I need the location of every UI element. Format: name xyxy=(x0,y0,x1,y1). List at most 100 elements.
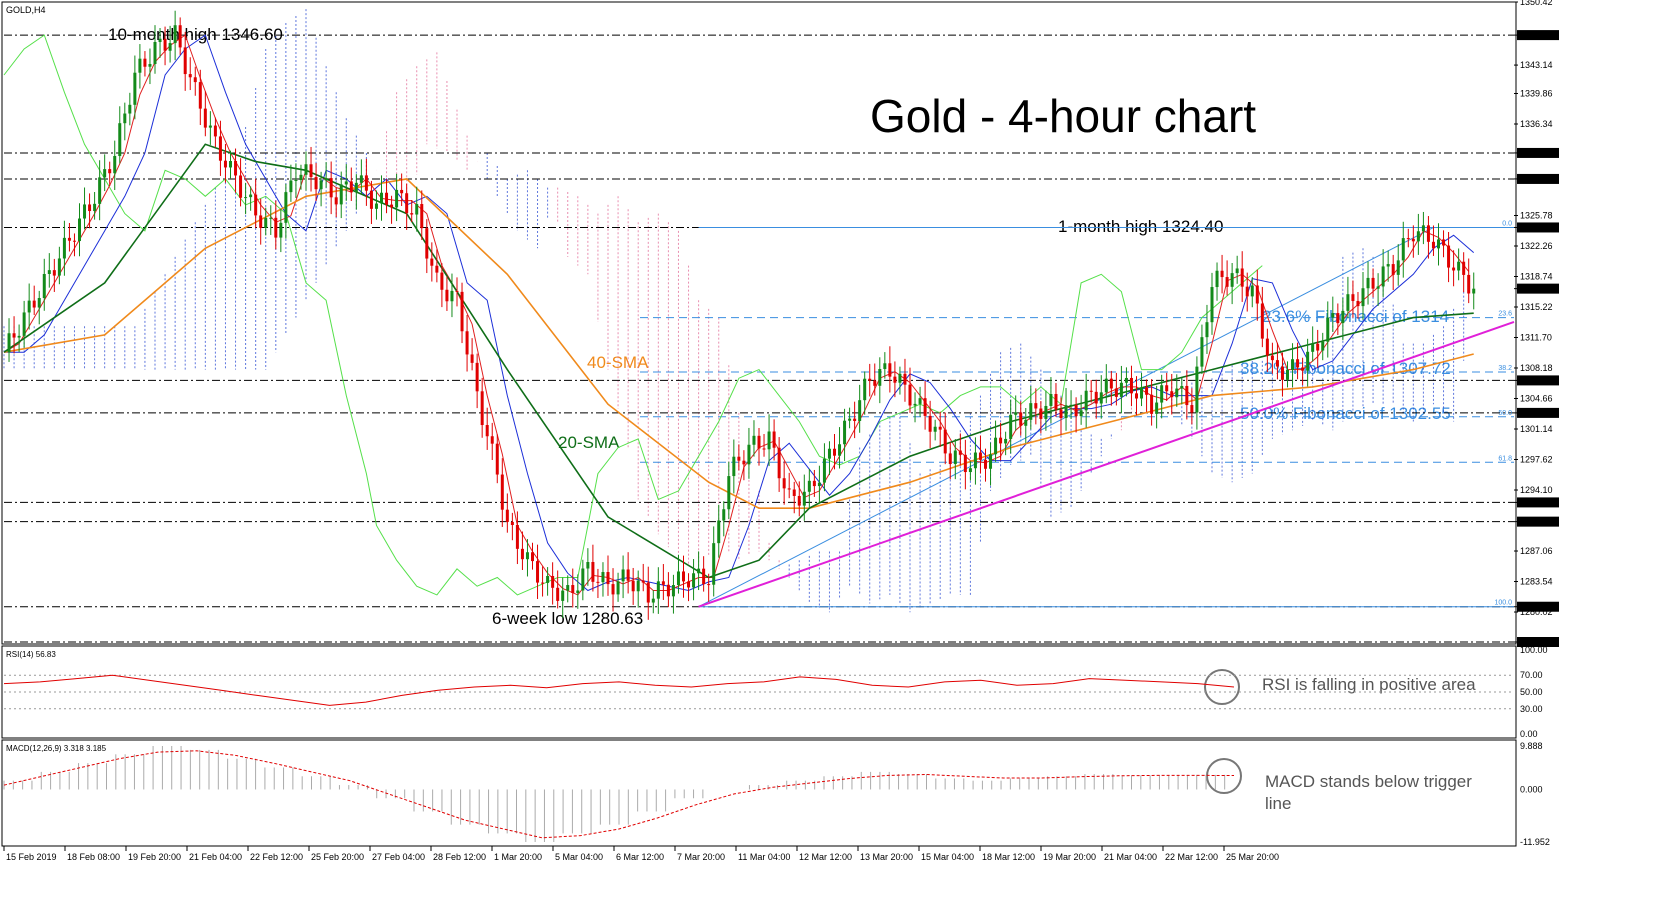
candle-body xyxy=(958,450,962,455)
candle-body xyxy=(591,562,595,582)
candle-body xyxy=(1401,238,1405,261)
candle-body xyxy=(1341,310,1345,324)
candle-body xyxy=(1426,225,1430,242)
price-tick-highlight xyxy=(1517,497,1559,508)
date-tick-label: 25 Mar 20:00 xyxy=(1226,852,1279,862)
candle-body xyxy=(334,197,338,205)
candle-body xyxy=(183,47,187,75)
candle-body xyxy=(878,369,882,386)
candle-body xyxy=(581,568,585,591)
price-tick-label: 1336.34 xyxy=(1520,119,1553,129)
price-tick-label: 1318.74 xyxy=(1520,272,1553,282)
candle-body xyxy=(858,400,862,422)
candle-body xyxy=(762,448,766,450)
candle-body xyxy=(435,265,439,273)
candle-body xyxy=(767,431,771,450)
candle-body xyxy=(1301,367,1305,371)
date-axis: 15 Feb 2019 18 Feb 08:00 19 Feb 20:00 21 Fe… xyxy=(3,846,1279,862)
candle-body xyxy=(1411,238,1415,242)
candle-body xyxy=(938,426,942,430)
candle-body xyxy=(571,585,575,594)
price-tick-label: 1339.86 xyxy=(1520,89,1553,99)
macd-tick-label: -11.952 xyxy=(1520,837,1550,847)
candle-body xyxy=(651,598,655,603)
candle-body xyxy=(1230,273,1234,287)
price-tick-highlight xyxy=(1517,407,1559,418)
candle-body xyxy=(777,447,781,479)
candle-body xyxy=(797,495,801,506)
candle-body xyxy=(304,164,308,175)
candle-body xyxy=(415,204,419,215)
candle-body xyxy=(656,581,660,599)
window-title: GOLD,H4 xyxy=(6,5,46,15)
candle-body xyxy=(616,581,620,595)
candle-body xyxy=(888,363,892,377)
date-tick-label: 21 Mar 04:00 xyxy=(1104,852,1157,862)
candle-body xyxy=(274,217,278,238)
candle-body xyxy=(1406,238,1410,240)
candle-body xyxy=(1039,408,1043,419)
candle-body xyxy=(802,491,806,506)
candle-body xyxy=(12,333,16,338)
candle-body xyxy=(1462,261,1466,275)
candle-body xyxy=(188,74,192,78)
candle-body xyxy=(1326,317,1330,342)
candle-body xyxy=(1195,366,1199,413)
candle-body xyxy=(541,582,545,584)
candle-body xyxy=(500,474,504,510)
candle-body xyxy=(772,431,776,448)
candle-body xyxy=(903,373,907,385)
date-tick-label: 6 Mar 12:00 xyxy=(616,852,664,862)
candle-body xyxy=(1467,274,1471,294)
rsi-tick-label: 30.00 xyxy=(1520,704,1543,714)
price-tick-highlight xyxy=(1517,30,1559,41)
price-tick-label: 1280.63 xyxy=(1520,602,1553,612)
candle-body xyxy=(1245,286,1249,297)
candle-body xyxy=(37,298,41,308)
ichimoku-cloud xyxy=(3,9,1465,613)
candle-body xyxy=(1180,385,1184,389)
candle-body xyxy=(989,454,993,469)
price-tick-label: 1311.70 xyxy=(1520,333,1552,343)
candle-body xyxy=(853,418,857,422)
date-tick-label: 12 Mar 12:00 xyxy=(799,852,852,862)
date-tick-label: 22 Feb 12:00 xyxy=(250,852,303,862)
price-tick-label: 1308.18 xyxy=(1520,363,1553,373)
date-tick-label: 28 Feb 12:00 xyxy=(433,852,486,862)
candle-body xyxy=(294,180,298,182)
candle-body xyxy=(1140,387,1144,399)
candle-body xyxy=(349,181,353,193)
price-tick-label: 1343.14 xyxy=(1520,60,1553,70)
candle-body xyxy=(626,569,630,581)
date-tick-label: 27 Feb 04:00 xyxy=(372,852,425,862)
candle-body xyxy=(611,584,615,595)
price-tick-highlight xyxy=(1517,147,1559,158)
candle-body xyxy=(279,222,283,238)
candle-body xyxy=(1225,277,1229,287)
candle-body xyxy=(78,218,81,242)
candle-body xyxy=(1280,366,1284,380)
candle-body xyxy=(918,398,922,404)
candle-body xyxy=(470,354,474,363)
candle-body xyxy=(1351,294,1355,301)
candle-body xyxy=(1124,377,1128,383)
candle-body xyxy=(1356,300,1360,307)
date-tick-label: 19 Mar 20:00 xyxy=(1043,852,1096,862)
candle-body xyxy=(93,203,97,212)
candle-body xyxy=(1306,351,1310,371)
candle-body xyxy=(873,380,877,386)
candle-body xyxy=(22,312,26,336)
candle-body xyxy=(848,418,852,421)
price-tick-label: 1350.42 xyxy=(1520,0,1553,7)
candle-body xyxy=(249,194,253,198)
candle-body xyxy=(1371,277,1375,289)
candle-body xyxy=(1014,412,1018,415)
candle-body xyxy=(455,290,459,292)
chart-title: Gold - 4-hour chart xyxy=(870,90,1256,142)
candle-body xyxy=(234,160,238,176)
candle-body xyxy=(636,580,640,592)
candle-body xyxy=(1457,261,1461,271)
candle-body xyxy=(1260,303,1264,339)
